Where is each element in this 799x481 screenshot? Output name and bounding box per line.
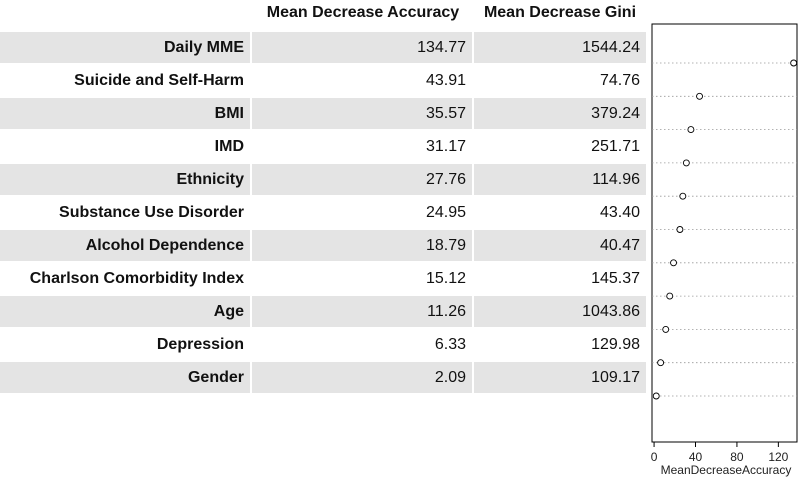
mean-decrease-accuracy-cell: 35.57 (252, 98, 472, 129)
variable-name-cell: Ethnicity (0, 164, 250, 195)
data-point (790, 59, 798, 67)
table-row: Suicide and Self-Harm 43.91 74.76 (0, 65, 646, 96)
table-row: Substance Use Disorder 24.95 43.40 (0, 197, 646, 228)
x-axis-label: MeanDecreaseAccuracy (661, 463, 792, 477)
mean-decrease-accuracy-cell: 43.91 (425, 72, 466, 89)
mean-decrease-accuracy-cell: 134.77 (252, 32, 472, 63)
mean-decrease-gini-cell: 43.40 (599, 204, 640, 221)
mean-decrease-gini-cell: 129.98 (591, 336, 640, 353)
x-tick-label: 120 (768, 450, 788, 464)
mean-decrease-gini-cell: 145.37 (591, 270, 640, 287)
data-point (696, 92, 703, 100)
mean-decrease-gini-cell: 74.76 (599, 72, 640, 89)
mean-decrease-accuracy-cell: 24.95 (425, 204, 466, 221)
table-row: BMI 35.57 379.24 (0, 98, 646, 129)
x-tick-label: 40 (689, 450, 703, 464)
mean-decrease-gini-cell: 109.17 (474, 362, 646, 393)
variable-name-cell: IMD (214, 138, 244, 155)
plot-frame (651, 23, 798, 443)
table-row: Ethnicity 27.76 114.96 (0, 164, 646, 195)
data-point (687, 126, 695, 134)
mean-decrease-accuracy-cell: 2.09 (252, 362, 472, 393)
mean-decrease-gini-cell: 40.47 (474, 230, 646, 261)
table-row: Depression 6.33 129.98 (0, 329, 646, 360)
mean-decrease-accuracy-cell: 27.76 (252, 164, 472, 195)
table-row: IMD 31.17 251.71 (0, 131, 646, 162)
table-row: Age 11.26 1043.86 (0, 296, 646, 327)
data-point (670, 259, 677, 267)
variable-name-cell: Gender (0, 362, 250, 393)
variable-name-cell: Charlson Comorbidity Index (29, 270, 244, 287)
table-row: Charlson Comorbidity Index 15.12 145.37 (0, 263, 646, 294)
data-point (666, 292, 674, 300)
data-point (662, 325, 670, 333)
data-point (682, 159, 690, 167)
mean-decrease-gini-cell: 114.96 (474, 164, 646, 195)
header-mean-decrease-gini: Mean Decrease Gini (483, 4, 637, 21)
mean-decrease-accuracy-cell: 11.26 (252, 296, 472, 327)
variable-name-cell: Depression (156, 336, 244, 353)
mean-decrease-accuracy-cell: 18.79 (252, 230, 472, 261)
data-point (652, 392, 660, 400)
mean-decrease-gini-cell: 1544.24 (474, 32, 646, 63)
table-row: Daily MME 134.77 1544.24 (0, 32, 646, 63)
table-row: Alcohol Dependence 18.79 40.47 (0, 230, 646, 261)
variable-name-cell: Alcohol Dependence (0, 230, 250, 261)
mean-decrease-gini-cell: 379.24 (474, 98, 646, 129)
x-tick-label: 0 (651, 450, 658, 464)
header-mean-decrease-accuracy: Mean Decrease Accuracy (266, 4, 460, 21)
table-row: Gender 2.09 109.17 (0, 362, 646, 393)
variable-name-cell: Suicide and Self-Harm (74, 72, 244, 89)
x-tick-label: 80 (730, 450, 744, 464)
mean-decrease-gini-cell: 251.71 (591, 138, 640, 155)
variable-name-cell: Substance Use Disorder (59, 204, 244, 221)
mean-decrease-accuracy-cell: 15.12 (425, 270, 466, 287)
variable-name-cell: Daily MME (0, 32, 250, 63)
variable-name-cell: Age (0, 296, 250, 327)
data-point (679, 192, 687, 200)
mean-decrease-accuracy-cell: 6.33 (434, 336, 466, 353)
mean-decrease-accuracy-cell: 31.17 (425, 138, 466, 155)
mean-decrease-gini-cell: 1043.86 (474, 296, 646, 327)
variable-name-cell: BMI (0, 98, 250, 129)
data-point (657, 359, 665, 367)
data-point (676, 226, 684, 233)
